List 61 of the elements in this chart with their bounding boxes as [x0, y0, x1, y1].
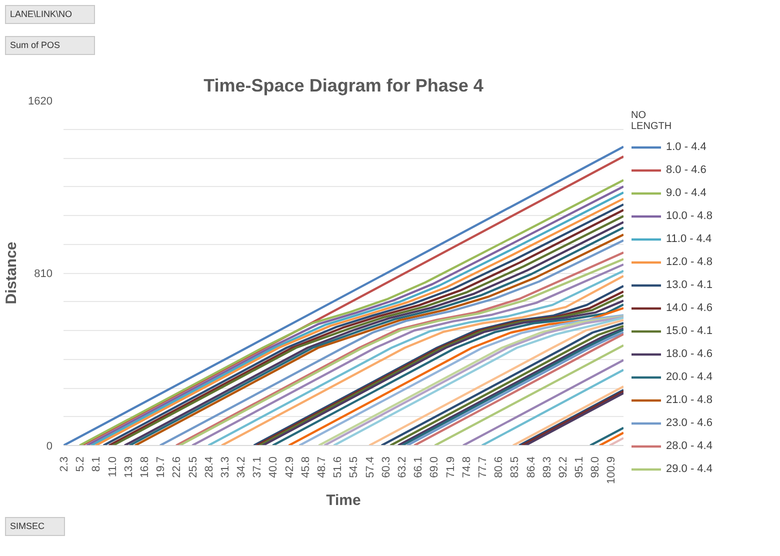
x-tick-label: 19.7 [155, 456, 168, 478]
legend-label: 14.0 - 4.6 [666, 300, 712, 316]
text: LANE\LINK\NO [10, 8, 72, 21]
x-tick-label: 100.9 [606, 456, 618, 484]
x-tick-label: 13.9 [122, 456, 135, 478]
x-tick-label: 34.2 [236, 456, 248, 478]
x-tick-label: 11.0 [106, 456, 119, 477]
x-tick-label: 54.5 [348, 456, 360, 478]
legend-label: 20.0 - 4.4 [666, 370, 712, 384]
legend-label: 18.0 - 4.6 [666, 346, 712, 362]
legend-label: 10.0 - 4.8 [666, 208, 712, 224]
x-tick-label: 8.1 [90, 456, 103, 472]
x-tick-label: 63.2 [396, 456, 408, 478]
x-tick-label: 48.7 [316, 456, 328, 478]
x-tick-label: 89.3 [541, 456, 554, 478]
x-tick-label: 22.6 [171, 456, 184, 478]
x-tick-label: 28.4 [203, 456, 216, 478]
legend-label: 13.0 - 4.1 [666, 278, 712, 292]
x-tick-label: 74.8 [460, 456, 473, 478]
x-tick-label: 45.8 [300, 456, 312, 478]
x-tick-label: 83.5 [509, 456, 522, 478]
text: LENGTH [631, 120, 672, 132]
legend-label: 29.0 - 4.4 [666, 462, 712, 476]
text: Sum of POS [10, 38, 60, 52]
x-tick-label: 40.0 [268, 456, 280, 478]
legend-label: 9.0 - 4.4 [666, 186, 706, 200]
x-tick-label: 16.8 [138, 456, 151, 478]
legend-label: 1.0 - 4.4 [666, 140, 706, 154]
x-tick-label: 80.6 [493, 456, 506, 478]
x-tick-label: 69.0 [428, 456, 441, 478]
legend-label: 8.0 - 4.6 [666, 162, 706, 178]
legend-label: 12.0 - 4.8 [666, 254, 712, 270]
y-tick-label: 0 [46, 440, 53, 452]
text: SIMSEC [10, 520, 45, 533]
x-tick-label: 31.3 [219, 456, 232, 478]
legend-label: 11.0 - 4.4 [666, 232, 712, 246]
legend-label: 15.0 - 4.1 [666, 324, 712, 338]
x-tick-label: 71.9 [444, 456, 457, 478]
x-tick-label: 51.6 [332, 456, 344, 478]
chart-title: Time-Space Diagram for Phase 4 [204, 75, 484, 96]
x-tick-label: 86.4 [525, 456, 538, 478]
x-tick-label: 77.7 [476, 456, 489, 478]
x-tick-label: 25.5 [187, 456, 200, 478]
legend-label: 21.0 - 4.8 [666, 392, 712, 408]
legend-title: NO [631, 110, 646, 121]
x-tick-label: 2.3 [58, 456, 70, 472]
x-tick-label: 66.1 [412, 456, 425, 478]
legend-label: 23.0 - 4.6 [666, 416, 712, 430]
x-tick-label: 57.4 [364, 456, 376, 478]
y-tick-label: 810 [34, 268, 53, 280]
y-tick-label: 1620 [28, 95, 53, 108]
y-axis-title: Distance [3, 241, 20, 304]
x-tick-label: 92.2 [557, 456, 570, 478]
x-tick-label: 5.2 [74, 456, 87, 472]
x-tick-label: 42.9 [284, 456, 296, 478]
x-tick-label: 95.1 [574, 456, 586, 478]
x-tick-label: 37.1 [252, 456, 264, 478]
x-axis-title: Time [326, 492, 361, 509]
x-tick-label: 98.0 [590, 456, 602, 478]
legend-label: 28.0 - 4.4 [666, 438, 712, 454]
x-tick-label: 60.3 [380, 456, 392, 478]
